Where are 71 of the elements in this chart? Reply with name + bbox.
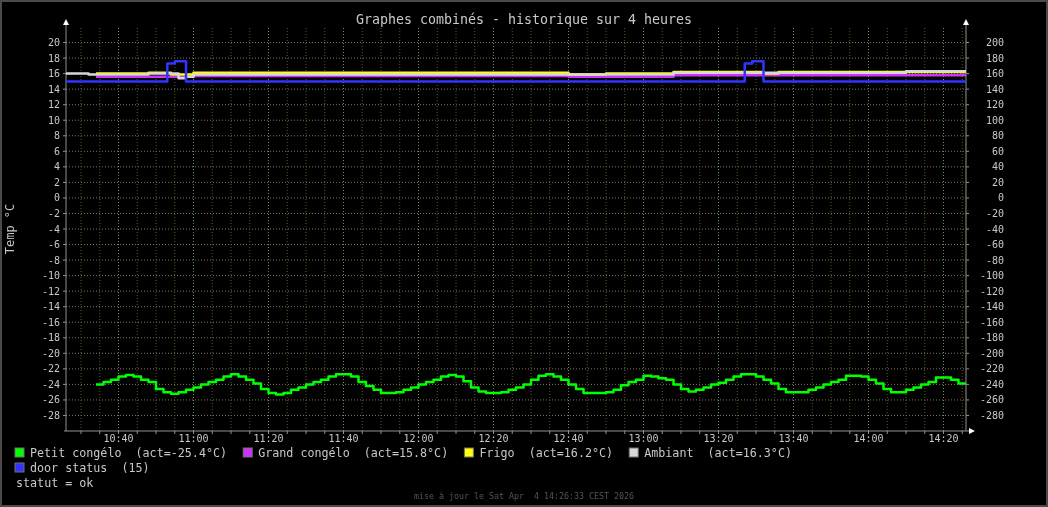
y-tick-label: -16 [41,316,60,328]
x-tick-label: 13:20 [703,432,734,444]
legend-label: Frigo (act=16.2°C) [479,446,614,460]
x-tick-label: 10:40 [103,432,134,444]
y-tick-label: -10 [41,270,60,282]
y-tick-label: 4 [53,161,60,173]
legend-label: Grand congélo (act=15.8°C) [258,446,449,460]
y-tick-label: -12 [41,285,60,297]
y2-tick-label: -240 [979,378,1004,390]
y2-tick-label: 60 [991,145,1004,157]
y2-tick-label: 80 [991,130,1004,142]
y2-tick-label: 140 [985,83,1004,95]
x-tick-label: 13:40 [778,432,809,444]
y2-tick-label: -20 [985,207,1004,219]
y2-tick-label: -140 [979,301,1004,313]
y2-tick-label: 0 [997,192,1004,204]
y-tick-label: 12 [47,99,60,111]
y-tick-label: 20 [47,37,60,49]
y2-tick-label: -160 [979,316,1004,328]
y-tick-label: 18 [47,52,60,64]
x-tick-label: 14:20 [928,432,959,444]
y2-tick-label: 180 [985,52,1004,64]
x-tick-label: 12:20 [478,432,509,444]
y-tick-label: -22 [41,363,60,375]
y2-tick-label: -200 [979,347,1004,359]
y-tick-label: 16 [47,68,60,80]
x-tick-label: 12:40 [553,432,584,444]
y2-tick-label: 160 [985,68,1004,80]
y-tick-label: 2 [53,176,60,188]
y-tick-label: -8 [47,254,60,266]
y2-tick-label: -260 [979,394,1004,406]
legend-label: door status (15) [30,461,150,475]
y2-tick-label: 120 [985,99,1004,111]
y2-tick-label: 100 [985,114,1004,126]
x-tick-label: 11:40 [328,432,359,444]
y-tick-label: -14 [41,301,60,313]
chart-title: Graphes combinés - historique sur 4 heures [355,11,693,27]
text: statut = ok [16,476,94,490]
y-tick-label: -4 [47,223,60,235]
y-tick-label: -18 [41,332,60,344]
y-tick-label: -20 [41,347,60,359]
text: mise à jour le Sat Apr 4 14:26:33 CEST 2026 [414,491,634,501]
y-tick-label: 8 [53,130,60,142]
y-tick-label: 10 [47,114,60,126]
y2-tick-label: 20 [991,176,1004,188]
y-tick-label: -6 [47,239,60,251]
y2-tick-label: 40 [991,161,1004,173]
y-tick-label: 0 [53,192,60,204]
y-tick-label: 14 [47,83,60,95]
y2-tick-label: -280 [979,409,1004,421]
legend-label: Ambiant (act=16.3°C) [644,446,792,460]
legend-label: Petit congélo (act=-25.4°C) [30,446,228,460]
y2-tick-label: -60 [985,239,1004,251]
y-axis-title: Temp °C [3,203,17,255]
y2-tick-label: -100 [979,270,1004,282]
y-tick-label: -26 [41,394,60,406]
y2-tick-label: -220 [979,363,1004,375]
y2-tick-label: 200 [985,37,1004,49]
y2-tick-label: -120 [979,285,1004,297]
y2-tick-label: -180 [979,332,1004,344]
y2-tick-label: -80 [985,254,1004,266]
y2-tick-label: -40 [985,223,1004,235]
x-tick-label: 14:00 [853,432,884,444]
x-tick-label: 11:20 [253,432,284,444]
y-tick-label: -24 [41,378,60,390]
y-tick-label: 6 [53,145,60,157]
x-tick-label: 13:00 [628,432,659,444]
x-tick-label: 12:00 [403,432,434,444]
y-tick-label: -28 [41,409,60,421]
y-tick-label: -2 [47,207,60,219]
x-tick-label: 11:00 [178,432,209,444]
